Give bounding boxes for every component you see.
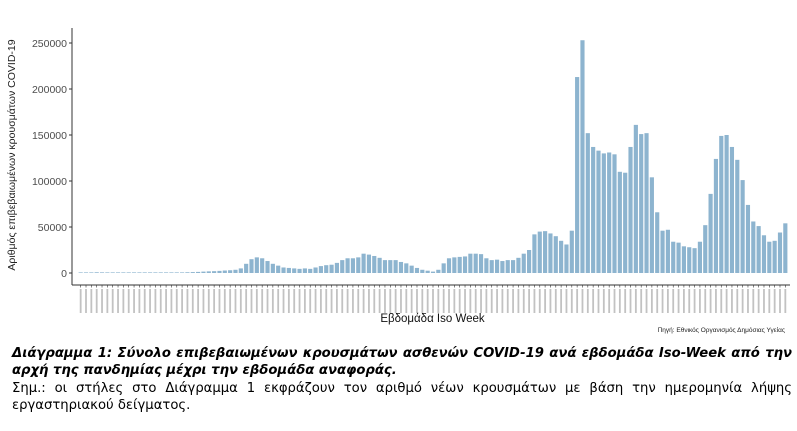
y-axis-label: Αριθμός επιβεβαιωμένων κρουσμάτων COVID-… <box>2 30 22 280</box>
x-axis <box>72 284 790 313</box>
y-axis-label-text: Αριθμός επιβεβαιωμένων κρουσμάτων COVID-… <box>6 39 18 271</box>
source-note: Πηγή: Εθνικός Οργανισμός Δημόσιας Υγείας <box>657 327 785 334</box>
svg-text:200000: 200000 <box>32 84 67 96</box>
svg-text:250000: 250000 <box>32 38 67 50</box>
svg-text:50000: 50000 <box>38 222 67 234</box>
chart-bars <box>78 40 788 273</box>
x-axis-label: Εβδομάδα Iso Week <box>380 313 485 325</box>
figure-caption-title: Διάγραμμα 1: Σύνολο επιβεβαιωμένων κρουσ… <box>12 346 792 378</box>
svg-text:100000: 100000 <box>32 176 67 188</box>
y-axis: 0 50000 100000 150000 200000 250000 <box>32 28 73 285</box>
figure-caption-note: Σημ.: οι στήλες στο Διάγραμμα 1 εκφράζου… <box>12 381 792 413</box>
svg-text:150000: 150000 <box>32 130 67 142</box>
bar-chart: 0 50000 100000 150000 200000 250000 <box>32 28 790 313</box>
svg-text:0: 0 <box>61 268 67 280</box>
